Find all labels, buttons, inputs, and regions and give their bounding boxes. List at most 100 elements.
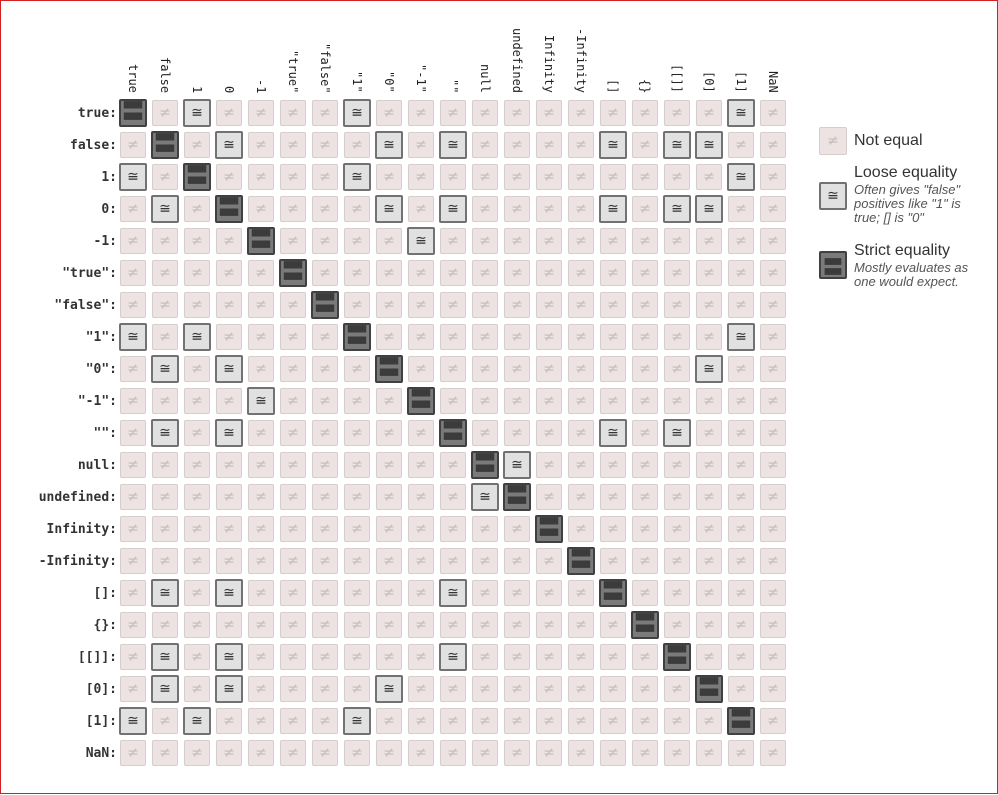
not-equal-cell: ≠ xyxy=(216,740,242,766)
not-equal-cell: ≠ xyxy=(472,260,498,286)
not-equal-cell: ≠ xyxy=(376,420,402,446)
not-equal-cell: ≠ xyxy=(504,100,530,126)
not-equal-cell: ≠ xyxy=(472,644,498,670)
not-equal-cell: ≠ xyxy=(280,676,306,702)
not-equal-cell: ≠ xyxy=(280,292,306,318)
not-equal-cell: ≠ xyxy=(440,548,466,574)
loose-equal-cell: ≅ xyxy=(215,579,243,607)
strict-equal-cell: 〓 xyxy=(375,355,403,383)
not-equal-cell: ≠ xyxy=(632,132,658,158)
not-equal-cell: ≠ xyxy=(504,196,530,222)
not-equal-cell: ≠ xyxy=(344,388,370,414)
not-equal-cell: ≠ xyxy=(280,740,306,766)
not-equal-cell: ≠ xyxy=(280,516,306,542)
loose-equal-cell: ≅ xyxy=(663,131,691,159)
strict-equal-cell: 〓 xyxy=(119,99,147,127)
not-equal-cell: ≠ xyxy=(600,324,626,350)
not-equal-cell: ≠ xyxy=(344,580,370,606)
not-equal-cell: ≠ xyxy=(632,388,658,414)
not-equal-cell: ≠ xyxy=(632,740,658,766)
not-equal-cell: ≠ xyxy=(248,260,274,286)
not-equal-cell: ≠ xyxy=(536,388,562,414)
not-equal-cell: ≠ xyxy=(632,196,658,222)
not-equal-cell: ≠ xyxy=(248,132,274,158)
not-equal-cell: ≠ xyxy=(472,420,498,446)
not-equal-cell: ≠ xyxy=(408,516,434,542)
not-equal-cell: ≠ xyxy=(408,324,434,350)
not-equal-cell: ≠ xyxy=(600,388,626,414)
not-equal-cell: ≠ xyxy=(184,228,210,254)
not-equal-cell: ≠ xyxy=(216,228,242,254)
not-equal-cell: ≠ xyxy=(536,740,562,766)
not-equal-cell: ≠ xyxy=(760,356,786,382)
not-equal-cell: ≠ xyxy=(440,324,466,350)
not-equal-cell: ≠ xyxy=(216,516,242,542)
row-header: false: xyxy=(70,138,117,153)
legend-description: Mostly evaluates as one would expect. xyxy=(854,260,969,289)
not-equal-cell: ≠ xyxy=(696,708,722,734)
not-equal-cell: ≠ xyxy=(696,420,722,446)
not-equal-cell: ≠ xyxy=(280,324,306,350)
not-equal-cell: ≠ xyxy=(248,484,274,510)
not-equal-cell: ≠ xyxy=(536,676,562,702)
strict-equal-cell: 〓 xyxy=(215,195,243,223)
not-equal-cell: ≠ xyxy=(376,324,402,350)
loose-equal-cell: ≅ xyxy=(727,99,755,127)
strict-equal-cell: 〓 xyxy=(247,227,275,255)
not-equal-cell: ≠ xyxy=(728,580,754,606)
not-equal-cell: ≠ xyxy=(152,100,178,126)
not-equal-cell: ≠ xyxy=(440,708,466,734)
strict-swatch: 〓 xyxy=(819,251,847,279)
not-equal-cell: ≠ xyxy=(536,132,562,158)
not-equal-cell: ≠ xyxy=(472,388,498,414)
not-equal-cell: ≠ xyxy=(536,100,562,126)
column-header: null xyxy=(478,64,492,94)
not-equal-cell: ≠ xyxy=(632,164,658,190)
not-equal-cell: ≠ xyxy=(568,676,594,702)
not-equal-cell: ≠ xyxy=(760,452,786,478)
not-equal-cell: ≠ xyxy=(344,292,370,318)
not-equal-cell: ≠ xyxy=(184,292,210,318)
not-equal-cell: ≠ xyxy=(600,548,626,574)
loose-equal-cell: ≅ xyxy=(343,707,371,735)
not-equal-cell: ≠ xyxy=(600,644,626,670)
not-equal-cell: ≠ xyxy=(248,708,274,734)
not-equal-cell: ≠ xyxy=(344,356,370,382)
not-equal-cell: ≠ xyxy=(120,644,146,670)
not-equal-cell: ≠ xyxy=(728,260,754,286)
not-equal-cell: ≠ xyxy=(312,612,338,638)
not-equal-cell: ≠ xyxy=(408,452,434,478)
not-equal-cell: ≠ xyxy=(504,324,530,350)
not-equal-cell: ≠ xyxy=(280,228,306,254)
loose-equal-cell: ≅ xyxy=(503,451,531,479)
not-equal-cell: ≠ xyxy=(312,516,338,542)
not-equal-cell: ≠ xyxy=(696,644,722,670)
loose-equal-cell: ≅ xyxy=(599,419,627,447)
not-equal-cell: ≠ xyxy=(664,388,690,414)
not-equal-cell: ≠ xyxy=(376,740,402,766)
loose-equal-cell: ≅ xyxy=(247,387,275,415)
not-equal-cell: ≠ xyxy=(632,260,658,286)
not-equal-cell: ≠ xyxy=(312,708,338,734)
loose-equal-cell: ≅ xyxy=(183,323,211,351)
not-equal-cell: ≠ xyxy=(120,292,146,318)
not-equal-cell: ≠ xyxy=(568,612,594,638)
row-header: 0: xyxy=(101,202,117,217)
not-equal-cell: ≠ xyxy=(312,580,338,606)
not-equal-cell: ≠ xyxy=(344,196,370,222)
not-equal-cell: ≠ xyxy=(536,708,562,734)
loose-equal-cell: ≅ xyxy=(151,195,179,223)
not-equal-cell: ≠ xyxy=(472,516,498,542)
not-equal-cell: ≠ xyxy=(248,644,274,670)
loose-equal-cell: ≅ xyxy=(151,355,179,383)
not-equal-cell: ≠ xyxy=(280,420,306,446)
not-equal-cell: ≠ xyxy=(632,420,658,446)
not-equal-cell: ≠ xyxy=(600,228,626,254)
not-equal-cell: ≠ xyxy=(504,580,530,606)
not-equal-cell: ≠ xyxy=(344,548,370,574)
not-equal-cell: ≠ xyxy=(248,676,274,702)
not-equal-cell: ≠ xyxy=(664,612,690,638)
not-equal-cell: ≠ xyxy=(472,708,498,734)
not-equal-cell: ≠ xyxy=(664,292,690,318)
